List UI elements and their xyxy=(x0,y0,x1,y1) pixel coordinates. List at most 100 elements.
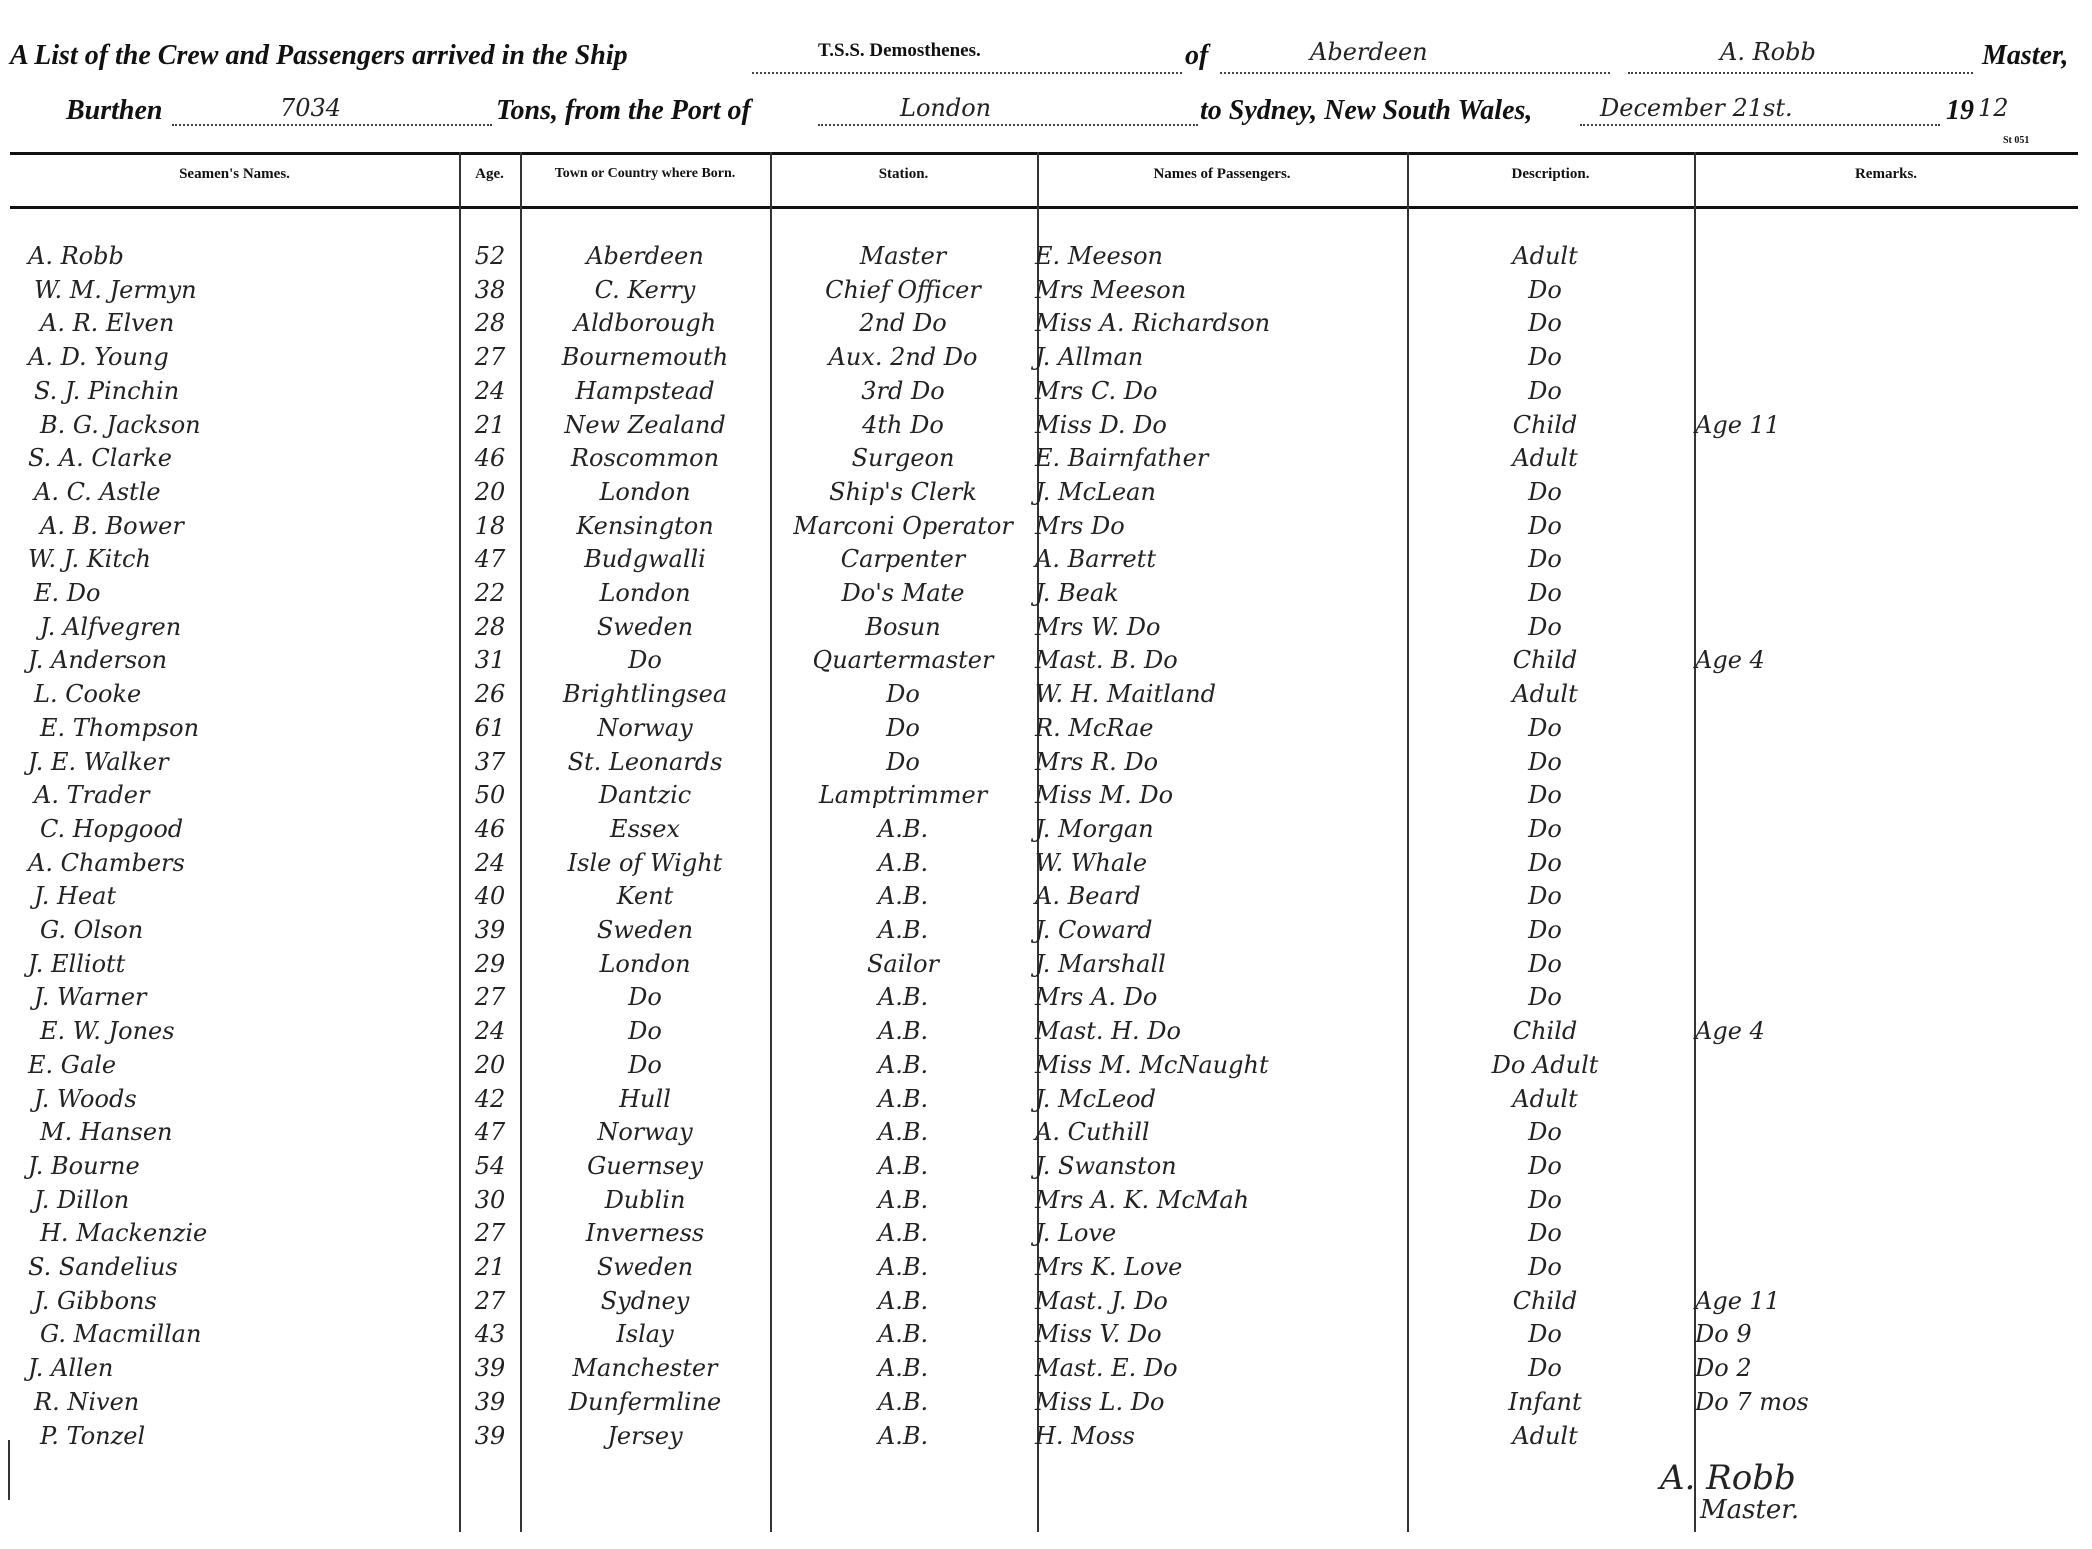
cell-seaman: E. Do xyxy=(34,579,101,607)
cell-seaman: G. Macmillan xyxy=(40,1320,202,1349)
cell-passenger: E. Bairnfather xyxy=(1035,444,1209,473)
cell-passenger: E. Meeson xyxy=(1035,242,1163,270)
cell-remarks: Do 9 xyxy=(1695,1320,1752,1349)
cell-born: Budgwalli xyxy=(584,545,706,574)
cell-born: Islay xyxy=(616,1320,674,1349)
cell-station: A.B. xyxy=(877,882,929,911)
cell-seaman: J. E. Walker xyxy=(28,747,169,776)
cell-age: 18 xyxy=(474,511,506,540)
cell-seaman: W. M. Jermyn xyxy=(34,275,197,304)
cell-description: Do xyxy=(1528,1151,1562,1180)
cell-passenger: J. Allman xyxy=(1035,343,1144,372)
year-printed: 19 xyxy=(1946,95,1974,126)
cell-age: 40 xyxy=(474,882,506,911)
cell-description: Adult xyxy=(1512,444,1578,473)
cell-description: Do xyxy=(1528,1354,1562,1383)
cell-seaman: C. Hopgood xyxy=(40,814,184,843)
cell-seaman: A. Chambers xyxy=(28,848,185,877)
fill-line xyxy=(172,124,492,126)
cell-age: 30 xyxy=(474,1185,506,1214)
cell-born: Dantzic xyxy=(598,781,692,810)
cell-born: Inverness xyxy=(585,1219,705,1248)
fill-line xyxy=(752,72,1182,74)
cell-age: 20 xyxy=(474,1050,506,1079)
cell-age: 43 xyxy=(474,1320,506,1349)
cell-station: Do xyxy=(886,680,920,709)
cell-age: 27 xyxy=(474,1219,506,1248)
cell-station: A.B. xyxy=(877,848,929,877)
cell-passenger: Mrs Do xyxy=(1035,511,1125,540)
cell-born: Kensington xyxy=(576,511,714,540)
cell-passenger: J. Marshall xyxy=(1035,949,1166,978)
cell-description: Do xyxy=(1528,477,1562,506)
cell-age: 31 xyxy=(474,646,506,675)
cell-station: Quartermaster xyxy=(812,646,994,675)
cell-description: Child xyxy=(1512,646,1578,675)
cell-description: Do xyxy=(1528,983,1562,1012)
cell-seaman: J. Gibbons xyxy=(34,1286,157,1315)
cell-passenger: Miss A. Richardson xyxy=(1035,309,1271,338)
cell-station: A.B. xyxy=(877,1219,929,1248)
cell-description: Do xyxy=(1528,1185,1562,1214)
cell-station: A.B. xyxy=(877,1118,929,1147)
cell-age: 24 xyxy=(474,1017,506,1046)
cell-description: Do xyxy=(1528,376,1562,405)
cell-age: 38 xyxy=(474,275,506,304)
column-header: Seamen's Names. xyxy=(179,166,290,182)
cell-station: Ship's Clerk xyxy=(829,477,977,506)
cell-passenger: Mast. B. Do xyxy=(1035,646,1178,675)
cell-remarks: Age 11 xyxy=(1695,1286,1781,1315)
cell-station: A.B. xyxy=(877,983,929,1012)
cell-seaman: H. Mackenzie xyxy=(40,1219,208,1248)
cell-age: 27 xyxy=(474,343,506,372)
cell-born: Essex xyxy=(610,814,680,843)
cell-seaman: S. A. Clarke xyxy=(28,444,172,473)
cell-age: 39 xyxy=(474,916,506,944)
cell-passenger: Miss V. Do xyxy=(1035,1320,1162,1349)
cell-born: Do xyxy=(628,1017,662,1046)
cell-passenger: W. Whale xyxy=(1035,848,1148,877)
cell-passenger: Mrs Meeson xyxy=(1035,275,1187,304)
cell-passenger: H. Moss xyxy=(1035,1421,1135,1450)
form-code: St 051 xyxy=(2003,135,2030,146)
cell-passenger: Mrs A. Do xyxy=(1035,983,1158,1012)
cell-description: Do xyxy=(1528,882,1562,911)
master-name: A. Robb xyxy=(1720,38,1816,66)
cell-seaman: W. J. Kitch xyxy=(28,545,151,574)
cell-born: Sydney xyxy=(600,1286,690,1315)
cell-seaman: A. Robb xyxy=(28,242,124,270)
cell-description: Do xyxy=(1528,612,1562,641)
cell-passenger: Mrs R. Do xyxy=(1035,747,1159,776)
cell-passenger: J. McLean xyxy=(1035,477,1156,506)
cell-passenger: W. H. Maitland xyxy=(1035,680,1216,709)
cell-station: A.B. xyxy=(877,1421,929,1450)
column-header: Remarks. xyxy=(1854,166,1918,182)
cell-seaman: J. Woods xyxy=(34,1084,137,1113)
fill-line xyxy=(1220,72,1610,74)
cell-born: New Zealand xyxy=(564,410,726,439)
cell-seaman: B. G. Jackson xyxy=(40,410,201,439)
cell-seaman: P. Tonzel xyxy=(40,1421,146,1450)
cell-age: 37 xyxy=(474,747,506,776)
cell-station: Chief Officer xyxy=(825,275,981,304)
tonnage: 7034 xyxy=(280,94,342,122)
cell-born: Brightlingsea xyxy=(562,680,728,709)
cell-born: Hampstead xyxy=(575,376,715,405)
column-header: Description. xyxy=(1511,166,1590,182)
cell-description: Do xyxy=(1528,713,1562,742)
cell-seaman: J. Alfvegren xyxy=(40,612,182,641)
cell-station: Do's Mate xyxy=(841,579,965,607)
cell-born: Isle of Wight xyxy=(567,848,723,877)
cell-born: Hull xyxy=(619,1084,671,1113)
cell-passenger: J. Coward xyxy=(1035,916,1153,944)
cell-age: 21 xyxy=(474,1253,506,1281)
cell-passenger: J. Love xyxy=(1035,1219,1117,1248)
cell-age: 20 xyxy=(474,477,506,506)
cell-seaman: J. Allen xyxy=(28,1354,114,1383)
cell-station: A.B. xyxy=(877,1050,929,1079)
cell-description: Adult xyxy=(1512,242,1578,270)
cell-description: Do xyxy=(1528,343,1562,372)
cell-born: Sweden xyxy=(596,1253,694,1281)
cell-passenger: Miss M. McNaught xyxy=(1035,1050,1269,1079)
cell-age: 21 xyxy=(474,410,506,439)
